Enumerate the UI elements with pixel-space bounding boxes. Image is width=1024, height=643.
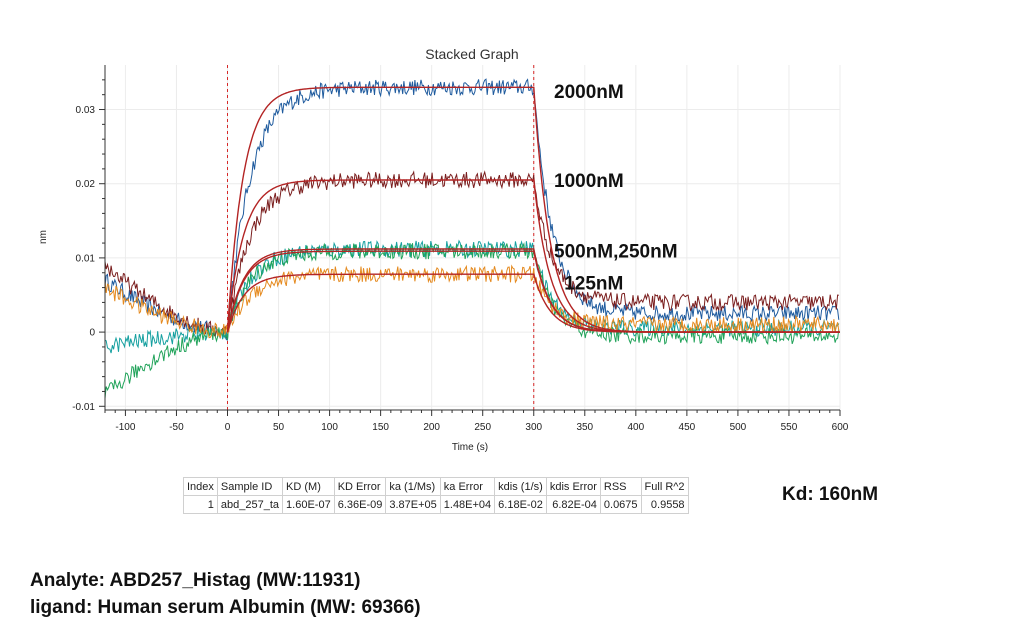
concentration-label-2: 500nM,250nM [554, 241, 678, 262]
x-tick-label-7: 250 [474, 422, 491, 433]
header-kdis-error: kdis Error [545, 477, 601, 496]
y-tick-label-2: 0.01 [76, 253, 96, 264]
header-rss: RSS [599, 477, 642, 496]
y-tick-label-0: -0.01 [72, 402, 95, 413]
x-tick-label-0: -100 [115, 422, 135, 433]
header-ka-error: ka Error [439, 477, 496, 496]
header-ka: ka (1/Ms) [385, 477, 441, 496]
x-tick-label-3: 50 [273, 422, 285, 433]
header-kd: KD (M) [282, 477, 335, 496]
cell-kdis: 6.18E-02 [494, 495, 547, 514]
ligand-info: ligand: Human serum Albumin (MW: 69366) [30, 597, 421, 618]
raw-series-2000nM [104, 78, 840, 341]
chart-axes [104, 65, 840, 411]
fit-curve-125nM [226, 273, 840, 333]
results-header-row: Index Sample ID KD (M) KD Error ka (1/Ms… [183, 477, 689, 496]
x-tick-label-8: 300 [525, 422, 542, 433]
y-tick-label-1: 0 [89, 328, 95, 339]
x-tick-label-9: 350 [576, 422, 593, 433]
header-kdis: kdis (1/s) [494, 477, 547, 496]
x-tick-label-11: 450 [679, 422, 696, 433]
cell-rss: 0.0675 [599, 495, 642, 514]
x-tick-label-4: 100 [321, 422, 338, 433]
x-tick-label-6: 200 [423, 422, 440, 433]
header-sample-id: Sample ID [216, 477, 284, 496]
results-data-row: 1 abd_257_ta 1.60E-07 6.36E-09 3.87E+05 … [183, 495, 689, 514]
x-tick-label-10: 400 [627, 422, 644, 433]
concentration-label-3: 125nM [564, 273, 623, 294]
cell-kd-error: 6.36E-09 [333, 495, 387, 514]
chart-ticks: -100 -50 0 50 100 150 200 250 300 350 400 450 500 550… [72, 79, 849, 433]
x-tick-label-1: -50 [169, 422, 184, 433]
concentration-label-1: 1000nM [554, 171, 624, 192]
y-tick-label-4: 0.03 [76, 105, 96, 116]
y-axis-label: nm [38, 230, 49, 244]
cell-sample-id: abd_257_ta [216, 495, 284, 514]
x-tick-label-12: 500 [730, 422, 747, 433]
chart-title: Stacked Graph [425, 46, 518, 62]
x-axis-label: Time (s) [452, 442, 488, 453]
y-tick-label-3: 0.02 [76, 179, 96, 190]
cell-kdis-error: 6.82E-04 [545, 495, 601, 514]
concentration-label-0: 2000nM [554, 82, 624, 103]
x-tick-label-14: 600 [832, 422, 849, 433]
header-index: Index [183, 477, 218, 496]
analyte-info: Analyte: ABD257_Histag (MW:11931) [30, 570, 361, 591]
raw-data-series [104, 78, 840, 399]
header-full-r2: Full R^2 [640, 477, 689, 496]
fit-curves [226, 86, 840, 333]
x-tick-label-13: 550 [781, 422, 798, 433]
chart-gridlines [105, 65, 841, 410]
cell-full-r2: 0.9558 [640, 495, 689, 514]
cell-kd: 1.60E-07 [282, 495, 335, 514]
x-tick-label-5: 150 [372, 422, 389, 433]
sensorgram-chart: Stacked Graph -100 -50 0 50 100 150 200 250 300 3… [38, 46, 849, 453]
header-kd-error: KD Error [333, 477, 387, 496]
kd-summary: Kd: 160nM [782, 484, 879, 505]
x-tick-label-2: 0 [225, 422, 231, 433]
fit-results-table: Index Sample ID KD (M) KD Error ka (1/Ms… [183, 477, 689, 514]
concentration-labels: 2000nM 1000nM 500nM,250nM 125nM [554, 82, 678, 294]
raw-series-250nM [104, 242, 840, 399]
cell-ka-error: 1.48E+04 [439, 495, 496, 514]
cell-index: 1 [183, 495, 218, 514]
cell-ka: 3.87E+05 [385, 495, 441, 514]
